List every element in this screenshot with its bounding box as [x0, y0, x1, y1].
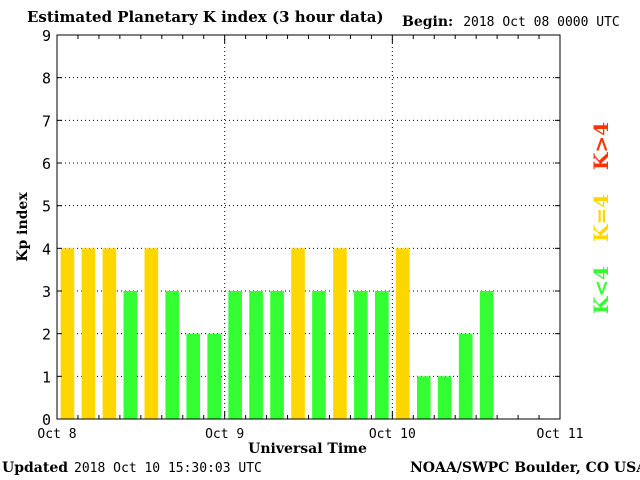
kp-bar	[291, 248, 305, 419]
begin-label: Begin:	[402, 14, 454, 30]
begin-value: 2018 Oct 08 0000 UTC	[463, 15, 620, 30]
legend: K<4 K=4 K>4	[586, 120, 616, 320]
y-tick-label: 7	[42, 112, 51, 130]
kp-bar	[186, 333, 201, 419]
kp-bar	[396, 248, 410, 419]
kp-bar	[207, 333, 221, 419]
x-tick-label: Oct 10	[369, 427, 416, 442]
kp-bar	[458, 333, 473, 419]
begin-time: Begin: 2018 Oct 08 0000 UTC	[402, 14, 620, 30]
kp-bar	[354, 291, 368, 419]
y-tick-label: 8	[42, 70, 51, 88]
credit-text: NOAA/SWPC Boulder, CO USA	[410, 460, 640, 476]
updated-value: 2018 Oct 10 15:30:03 UTC	[74, 461, 262, 476]
x-tick-label: Oct 9	[205, 427, 244, 442]
updated-time: Updated 2018 Oct 10 15:30:03 UTC	[2, 460, 262, 476]
kp-bar	[437, 376, 452, 419]
y-tick-label: 0	[42, 411, 51, 429]
y-tick-label: 4	[42, 240, 51, 258]
kp-bar	[375, 291, 389, 419]
y-tick-label: 2	[42, 326, 51, 344]
kp-bar	[165, 291, 180, 419]
updated-label: Updated	[2, 460, 69, 476]
kp-bar	[416, 376, 431, 419]
x-axis-title: Universal Time	[248, 441, 367, 457]
kp-bar	[479, 291, 494, 419]
y-tick-label: 3	[42, 283, 51, 301]
kp-bar	[144, 248, 159, 419]
kp-bar	[228, 291, 242, 419]
y-tick-label: 6	[42, 155, 51, 173]
kp-bar	[312, 291, 326, 419]
legend-above: K>4	[589, 121, 613, 170]
chart-title: Estimated Planetary K index (3 hour data…	[27, 8, 384, 26]
kp-bar	[123, 291, 138, 419]
legend-equal: K=4	[589, 193, 613, 242]
y-tick-label: 1	[42, 368, 51, 386]
kp-bar	[249, 291, 263, 419]
kp-bar	[333, 248, 347, 419]
kp-bar	[102, 248, 117, 419]
x-tick-label: Oct 8	[37, 427, 76, 442]
legend-below: K<4	[589, 265, 613, 314]
kp-bar	[270, 291, 284, 419]
kp-bar	[60, 248, 75, 419]
y-axis-title: Kp index	[15, 192, 31, 262]
kp-bar	[81, 248, 96, 419]
y-tick-label: 5	[42, 198, 51, 216]
y-tick-label: 9	[42, 27, 51, 45]
x-tick-label: Oct 11	[537, 427, 584, 442]
